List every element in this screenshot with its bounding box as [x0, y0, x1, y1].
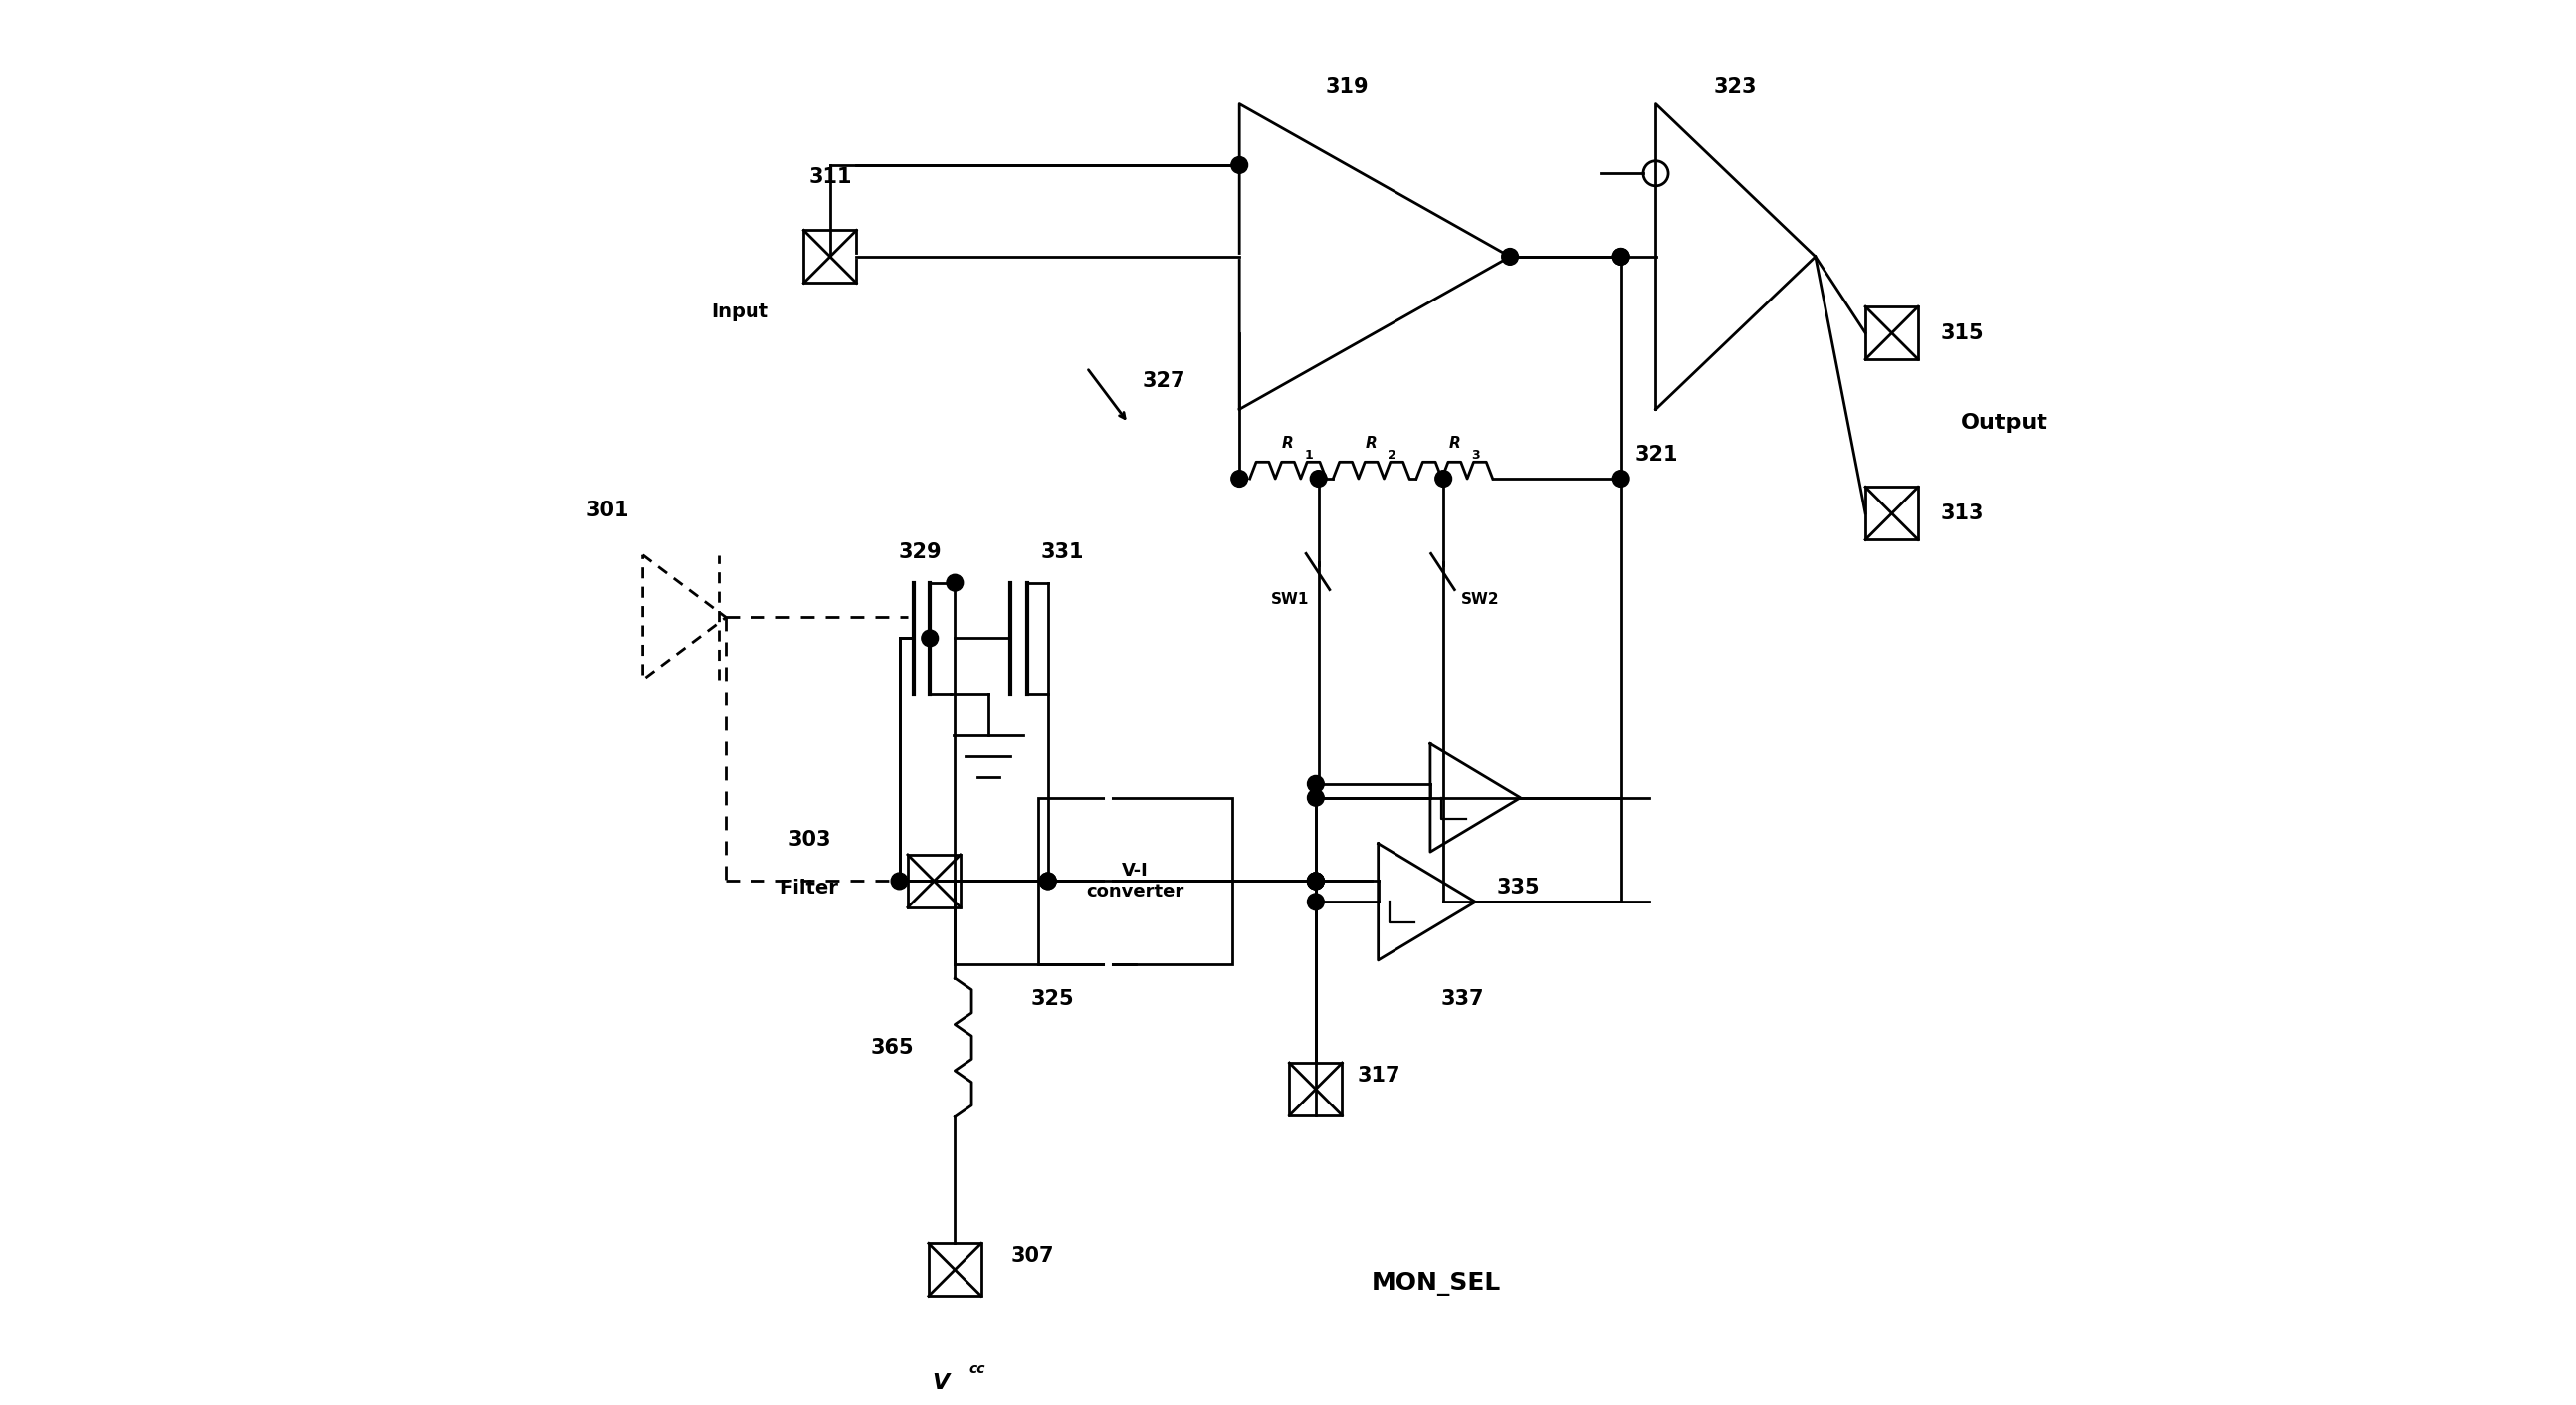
Circle shape [1309, 790, 1324, 806]
Text: 323: 323 [1713, 76, 1757, 96]
Circle shape [1041, 873, 1056, 889]
Circle shape [1309, 894, 1324, 910]
Circle shape [1613, 471, 1631, 488]
Text: 2: 2 [1388, 450, 1396, 462]
Bar [927, 1243, 981, 1295]
Text: V-I
converter: V-I converter [1087, 861, 1185, 901]
Text: 313: 313 [1940, 503, 1984, 523]
Text: 1: 1 [1303, 450, 1314, 462]
Circle shape [1309, 873, 1324, 889]
Text: SW2: SW2 [1461, 592, 1499, 607]
Circle shape [1643, 162, 1669, 185]
Text: MON_SEL: MON_SEL [1370, 1272, 1502, 1295]
Text: 319: 319 [1324, 76, 1368, 96]
Circle shape [1309, 873, 1324, 889]
Text: 325: 325 [1030, 989, 1074, 1009]
Bar [804, 230, 855, 282]
Circle shape [1309, 873, 1324, 889]
Text: 317: 317 [1358, 1065, 1401, 1085]
Text: R: R [1283, 436, 1293, 451]
Circle shape [1309, 776, 1324, 792]
Text: 331: 331 [1041, 542, 1084, 562]
Text: 365: 365 [871, 1037, 914, 1058]
Circle shape [1613, 249, 1631, 266]
Text: R: R [1448, 436, 1461, 451]
Circle shape [1502, 249, 1517, 266]
Text: 315: 315 [1940, 323, 1984, 343]
Circle shape [1231, 471, 1247, 488]
Text: 3: 3 [1471, 450, 1479, 462]
Circle shape [1613, 249, 1631, 266]
Circle shape [1311, 471, 1327, 488]
Circle shape [1041, 873, 1056, 889]
Circle shape [945, 575, 963, 592]
Text: 301: 301 [587, 500, 629, 520]
Bar [1865, 488, 1919, 540]
Text: R: R [1365, 436, 1378, 451]
Text: Output: Output [1960, 413, 2048, 433]
Bar [907, 854, 961, 908]
Text: SW1: SW1 [1270, 592, 1309, 607]
Text: 303: 303 [788, 829, 832, 850]
Text: cc: cc [969, 1363, 984, 1377]
Circle shape [891, 873, 907, 889]
Circle shape [1309, 873, 1324, 889]
Text: 311: 311 [809, 167, 853, 187]
Text: 327: 327 [1141, 371, 1185, 392]
Circle shape [1435, 471, 1453, 488]
Text: V: V [933, 1374, 951, 1394]
Text: 307: 307 [1010, 1246, 1054, 1266]
Circle shape [922, 629, 938, 646]
Text: 329: 329 [899, 542, 943, 562]
Bar [1291, 1062, 1342, 1116]
Bar [1038, 798, 1231, 964]
Text: 335: 335 [1497, 878, 1540, 898]
Text: Input: Input [711, 302, 768, 322]
Bar [1865, 306, 1919, 360]
Text: 321: 321 [1636, 445, 1680, 465]
Text: Filter: Filter [781, 878, 837, 898]
Circle shape [1231, 157, 1247, 173]
Text: 337: 337 [1440, 989, 1484, 1009]
